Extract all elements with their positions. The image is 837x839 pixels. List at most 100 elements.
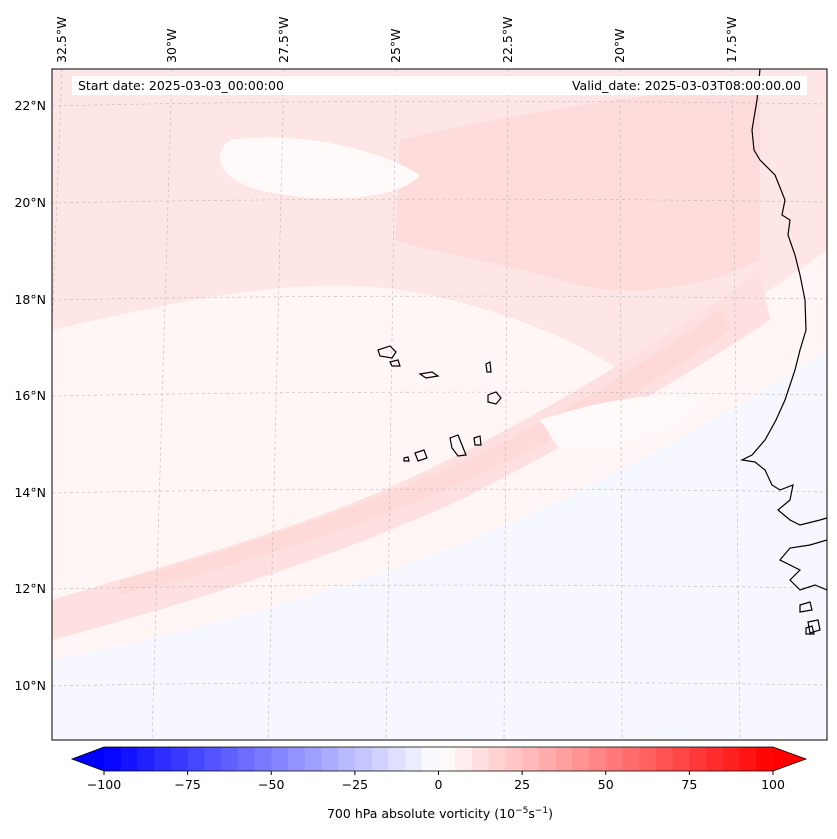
colorbar-level <box>505 747 523 771</box>
negative-vorticity-region <box>52 350 827 740</box>
colorbar-label-mid: s <box>528 806 535 822</box>
longitude-label: 25°W <box>388 28 403 63</box>
gridline-lon-30 <box>151 69 173 740</box>
latitude-label: 16°N <box>14 388 46 403</box>
colorbar-level <box>237 747 256 771</box>
weak-vorticity-patch <box>220 137 420 199</box>
colorbar-tick-label: 75 <box>681 777 697 792</box>
colorbar-level <box>354 747 373 771</box>
gridline-lon-20 <box>619 69 623 740</box>
colorbar-level <box>488 747 506 771</box>
island-cape-verde-boa-vista <box>487 391 502 405</box>
colorbar-level <box>120 747 138 771</box>
gridline-lat-12 <box>52 584 827 590</box>
colorbar-level <box>304 747 322 771</box>
latitude-label: 10°N <box>14 678 46 693</box>
colorbar-level <box>405 747 423 771</box>
colorbar-level <box>639 747 657 771</box>
map-frame <box>51 68 828 741</box>
colorbar-level <box>388 747 406 771</box>
latitude-label: 20°N <box>14 195 46 210</box>
start-date-label: Start date: 2025-03-03_00:00:00 <box>72 76 548 95</box>
colorbar-level <box>254 747 272 771</box>
colorbar-label-exp2: −1 <box>534 806 549 816</box>
colorbar-level <box>187 747 205 771</box>
colorbar-tick-label: 100 <box>761 777 785 792</box>
gridline-lat-16 <box>52 391 827 397</box>
gridline-lat-22 <box>52 100 827 107</box>
latitude-label: 12°N <box>14 581 46 596</box>
colorbar-level <box>655 747 674 771</box>
longitude-label: 30°W <box>164 28 179 63</box>
island-cape-verde-sao-nicolau <box>418 371 440 379</box>
colorbar-tick-label: 25 <box>514 777 530 792</box>
gridline-lat-18 <box>52 295 827 301</box>
gridline-lon-17-5 <box>731 69 741 740</box>
colorbar-level <box>689 747 707 771</box>
positive-vorticity-diagonal-band <box>52 270 770 640</box>
colorbar-level <box>722 747 741 771</box>
coastlines <box>377 69 827 635</box>
colorbar-level <box>672 747 690 771</box>
colorbar <box>70 746 808 772</box>
colorbar-level <box>589 747 607 771</box>
colorbar-tick-label: 50 <box>598 777 614 792</box>
colorbar-tick-label: −100 <box>87 777 121 792</box>
island-cape-verde-fogo <box>414 449 428 462</box>
positive-vorticity-patch-ne <box>395 80 760 291</box>
island-cape-verde-brava <box>403 456 410 462</box>
latitude-labels: 22°N 20°N 18°N 16°N 14°N 12°N 10°N <box>14 98 46 693</box>
colorbar-level <box>271 747 289 771</box>
africa-coastline <box>740 69 827 526</box>
longitude-label: 17.5°W <box>724 17 739 63</box>
colorbar-level <box>605 747 623 771</box>
colorbar-extend-max <box>773 747 806 771</box>
weak-vorticity-patch-2 <box>540 396 700 450</box>
colorbar-tick-label: −50 <box>258 777 284 792</box>
island-cape-verde-sao-vicente <box>389 359 401 367</box>
vorticity-field <box>52 69 827 740</box>
longitude-label: 22.5°W <box>500 17 515 63</box>
gridline-lon-22-5 <box>503 69 509 740</box>
colorbar-tick-label: 0 <box>435 777 443 792</box>
colorbar-level <box>321 747 339 771</box>
longitude-labels: 32.5°W 30°W 27.5°W 25°W 22.5°W 20°W 17.5°W <box>54 17 739 63</box>
colorbar-level <box>338 747 356 771</box>
gridline-lon-27-5 <box>267 69 285 740</box>
colorbar-extend-min <box>72 747 104 771</box>
colorbar-level <box>555 747 573 771</box>
colorbar-tick-label: −25 <box>342 777 368 792</box>
gridline-lat-14 <box>52 488 827 494</box>
colorbar-level <box>371 747 389 771</box>
colorbar-label-suffix: ) <box>548 806 553 822</box>
island-cape-verde-santiago <box>449 434 467 457</box>
latitude-label: 18°N <box>14 292 46 307</box>
colorbar-level <box>204 747 222 771</box>
island-cape-verde-santo-antao <box>377 345 397 359</box>
gridlines <box>52 69 827 740</box>
colorbar-level <box>287 747 306 771</box>
africa-coastline-south <box>779 539 827 591</box>
longitude-label: 27.5°W <box>276 17 291 63</box>
colorbar-level <box>756 747 774 771</box>
colorbar-label-prefix: 700 hPa absolute vorticity (10 <box>326 806 516 822</box>
colorbar-level <box>137 747 155 771</box>
valid-date-label: Valid_date: 2025-03-03T08:00:00.00 <box>542 76 807 95</box>
colorbar-level <box>572 747 590 771</box>
colorbar-level <box>706 747 724 771</box>
longitude-label: 32.5°W <box>54 17 69 63</box>
bijagos-islands <box>799 601 821 635</box>
colorbar-level <box>221 747 239 771</box>
island-cape-verde-sal <box>485 361 492 373</box>
colorbar-level <box>522 747 540 771</box>
colorbar-level <box>104 747 122 771</box>
colorbar-ticks: −100 −75 −50 −25 0 25 50 75 100 <box>87 771 785 792</box>
gridline-lat-10 <box>52 681 827 687</box>
gridline-lon-25 <box>385 69 397 740</box>
colorbar-level <box>622 747 640 771</box>
latitude-label: 14°N <box>14 485 46 500</box>
colorbar-level <box>739 747 757 771</box>
colorbar-level <box>154 747 172 771</box>
colorbar-level <box>471 747 490 771</box>
